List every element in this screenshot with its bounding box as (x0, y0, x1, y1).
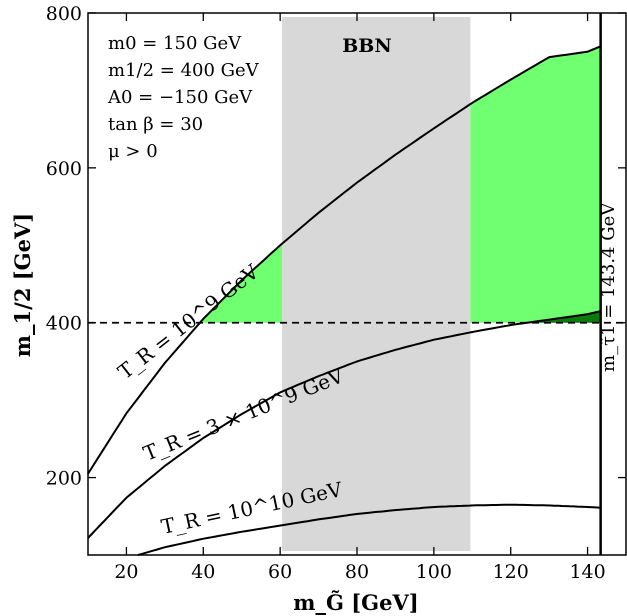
series-line-1 (87, 310, 601, 539)
y-axis-title: m_1/2 [GeV] (10, 213, 35, 357)
stau-mass-label: m_τ̃1 = 143.4 GeV (598, 202, 619, 372)
series-line-0 (87, 45, 601, 475)
axes-layer: 20 40 60 80 100 120 140 200 400 600 800 (46, 3, 627, 583)
fill-layer (199, 17, 601, 551)
allowed-region-right (470, 46, 601, 323)
x-tick-label-80: 80 (345, 561, 369, 583)
param-a0: A0 = −150 GeV (107, 87, 253, 108)
x-axis-title: m_G̃ [GeV] (293, 590, 418, 615)
y-tick-label-800: 800 (46, 3, 82, 25)
series-line-2 (137, 503, 601, 556)
param-m12: m1/2 = 400 GeV (108, 60, 260, 81)
x-tick-label-140: 140 (569, 561, 605, 583)
y-tick-label-200: 200 (46, 468, 82, 490)
x-tick-label-120: 120 (493, 561, 529, 583)
param-tanbeta: tan β = 30 (108, 114, 203, 135)
x-tick-label-40: 40 (191, 561, 215, 583)
y-tick-label-600: 600 (46, 158, 82, 180)
x-tick-label-100: 100 (416, 561, 452, 583)
bbn-label: BBN (342, 35, 392, 57)
x-tick-label-20: 20 (114, 561, 138, 583)
parameter-block: m0 = 150 GeV m1/2 = 400 GeV A0 = −150 Ge… (107, 33, 260, 162)
bbn-band (282, 17, 471, 551)
param-mu: μ > 0 (108, 141, 158, 162)
line-layer (87, 13, 627, 556)
dark-allowed-region (527, 311, 601, 323)
x-tick-label-60: 60 (268, 561, 292, 583)
param-m0: m0 = 150 GeV (108, 33, 242, 54)
y-tick-label-400: 400 (46, 313, 82, 335)
